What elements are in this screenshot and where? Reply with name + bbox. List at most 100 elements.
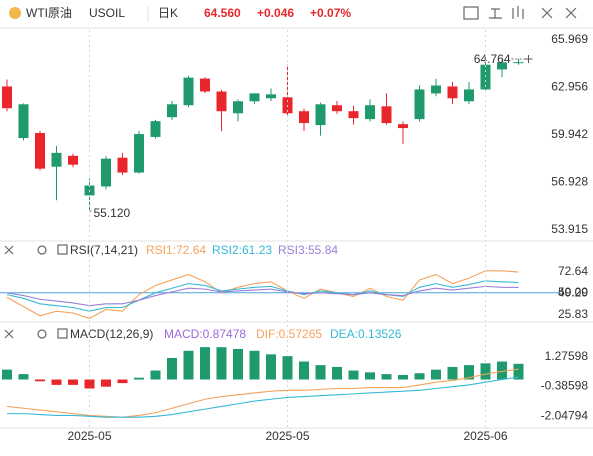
macd-bar [216, 347, 227, 380]
legend-label: DIF:0.57265 [256, 327, 322, 341]
macd-bar [381, 374, 392, 380]
macd-bar [282, 356, 293, 380]
candle-body [480, 64, 491, 90]
macd-line [6, 368, 519, 418]
rsi-title: RSI(7,14,21) [70, 243, 138, 257]
candle-body [365, 105, 375, 120]
settings-indicator[interactable] [37, 245, 47, 255]
macd-bar [464, 365, 474, 380]
symbol-code[interactable]: USOIL [89, 6, 125, 20]
crosshair [524, 54, 533, 63]
candle-body [167, 104, 177, 118]
candle-body [233, 101, 243, 114]
candle-body [266, 94, 276, 99]
close-indicator[interactable] [4, 245, 14, 255]
macd-bar [150, 370, 161, 380]
tool-button[interactable] [512, 6, 524, 19]
macd-bar [233, 348, 243, 380]
macd-line [7, 376, 519, 418]
macd-bar [299, 361, 309, 380]
candle-body [381, 106, 392, 124]
candle-body [513, 62, 524, 64]
candle-body [68, 155, 78, 165]
last-price: 64.560 [204, 6, 241, 20]
macd-bar [134, 377, 144, 380]
tool-button[interactable] [489, 8, 502, 19]
macd-bar [332, 366, 342, 380]
macd-bar [117, 379, 128, 384]
period[interactable]: 日K [158, 6, 178, 20]
rsi-line [6, 285, 519, 307]
symbol-icon [9, 7, 21, 19]
tool-button[interactable] [565, 7, 577, 19]
settings-indicator[interactable] [37, 329, 47, 339]
y-tick-label: 49.29 [558, 286, 588, 300]
candle-body [447, 86, 458, 99]
y-tick-label: 53.915 [551, 222, 588, 236]
candle-body [299, 111, 309, 124]
tool-button[interactable] [463, 6, 479, 20]
macd-bar [431, 369, 441, 380]
x-tick-label: 2025-06 [463, 429, 507, 443]
candle-body [464, 89, 474, 102]
macd-bar [101, 379, 111, 387]
macd-bar [315, 365, 326, 380]
y-tick-label: -0.38598 [541, 379, 589, 393]
candle-body [18, 104, 29, 139]
candle-body [398, 124, 408, 129]
y-tick-label: 25.83 [558, 307, 588, 321]
expand-indicator[interactable] [57, 328, 68, 339]
candle-body [414, 89, 425, 120]
y-tick-label: 59.942 [551, 127, 588, 141]
y-tick-label: 56.928 [551, 175, 588, 189]
price-change: +0.046 [257, 6, 294, 20]
macd-bar [497, 361, 507, 380]
y-tick-label: 1.27598 [545, 349, 589, 363]
macd-bar [200, 347, 210, 380]
candle-body [35, 132, 45, 169]
y-tick-label: -2.04794 [541, 408, 589, 422]
candle-body [216, 91, 227, 112]
macd-bar [18, 374, 29, 380]
legend-label: RSI3:55.84 [278, 243, 338, 257]
toolbar [463, 6, 577, 20]
macd-bar [68, 379, 78, 385]
candle-body [332, 105, 342, 112]
y-tick-label: 62.956 [551, 80, 588, 94]
x-tick-label: 2025-05 [265, 429, 309, 443]
expand-indicator[interactable] [57, 244, 68, 255]
price-change-pct: +0.07% [310, 6, 351, 20]
macd-title: MACD(12,26,9) [70, 327, 153, 341]
legend-label: DEA:0.13526 [330, 327, 402, 341]
candle-body [117, 157, 128, 173]
candle-body [348, 111, 359, 119]
macd-bar [513, 363, 524, 380]
candle-body [249, 93, 260, 102]
rsi-line [6, 270, 519, 320]
macd-bar [167, 357, 177, 380]
candle-body [101, 158, 111, 187]
macd-bar [447, 366, 458, 380]
candle-body [315, 104, 326, 126]
candle-body [150, 121, 161, 137]
tool-button[interactable] [541, 7, 553, 19]
symbol-name[interactable]: WTI原油 [26, 6, 72, 20]
y-tick-label: 72.64 [558, 264, 588, 278]
legend-label: RSI2:61.23 [212, 243, 272, 257]
candle-body [134, 134, 144, 173]
annotation: 64.764 [474, 52, 511, 66]
candle-body [200, 78, 210, 92]
macd-bar [414, 373, 425, 380]
macd-bar [35, 379, 45, 382]
candle-body [2, 86, 12, 109]
candle-body [431, 85, 441, 94]
macd-bar [398, 375, 408, 380]
macd-bar [2, 369, 12, 380]
y-tick-label: 65.969 [551, 32, 588, 46]
y-tick-label: 50.00 [558, 285, 588, 299]
macd-bar [183, 350, 194, 380]
candle-body [183, 77, 194, 106]
close-indicator[interactable] [4, 329, 14, 339]
